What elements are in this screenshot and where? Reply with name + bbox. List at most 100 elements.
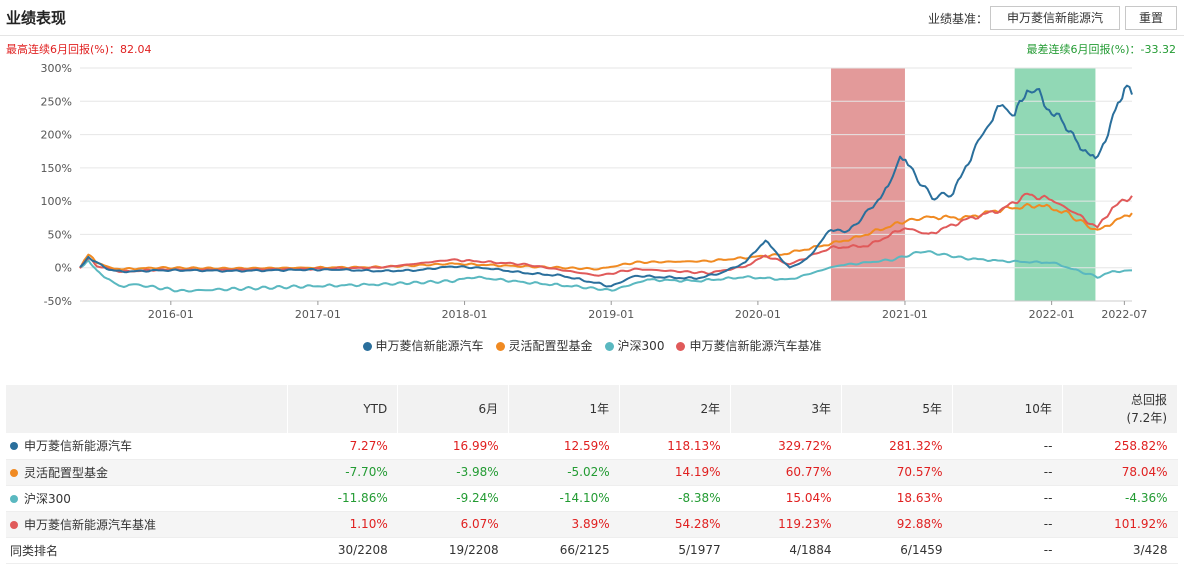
x-tick-label: 2018-01 <box>442 308 488 321</box>
table-cell: 70.57% <box>841 459 953 486</box>
table-cell: 92.88% <box>841 511 953 538</box>
column-header: 2年 <box>619 385 732 433</box>
table-cell: -- <box>952 433 1063 460</box>
legend-item-hs300[interactable]: 沪深300 <box>604 337 665 354</box>
y-tick-label: 100% <box>41 195 72 208</box>
table-cell: 6.07% <box>397 511 509 538</box>
table-cell: 12.59% <box>508 433 620 460</box>
table-cell: -- <box>952 511 1063 538</box>
row-dot-icon <box>10 520 18 529</box>
x-tick-label: 2020-01 <box>735 308 781 321</box>
benchmark-label: 业绩基准： <box>927 12 988 26</box>
y-tick-label: 300% <box>41 62 72 75</box>
table-cell: 119.23% <box>730 511 842 538</box>
legend-label: 灵活配置型基金 <box>508 339 593 353</box>
table-row: 申万菱信新能源汽车 7.27% 16.99% 12.59% 118.13% 329.72%… <box>6 433 1178 460</box>
series-line-fund <box>79 84 1133 288</box>
table-cell: 66/2125 <box>508 537 620 564</box>
x-tick-label: 2019-01 <box>588 308 634 321</box>
table-cell: 5/1977 <box>619 537 731 564</box>
table-cell: 118.13% <box>619 433 731 460</box>
x-tick-label: 2017-01 <box>295 308 341 321</box>
legend-label: 沪深300 <box>617 339 665 353</box>
table-cell: 1.10% <box>287 511 398 538</box>
table-row: 沪深300 -11.86% -9.24% -14.10% -8.38% 15.04% 18.… <box>6 485 1178 512</box>
benchmark-select[interactable]: 申万菱信新能源汽 <box>990 6 1120 30</box>
series-line-flex <box>79 202 1133 271</box>
x-tick-label: 2022-07 <box>1101 308 1147 321</box>
table-cell: -11.86% <box>287 485 398 512</box>
column-header <box>6 385 289 433</box>
table-cell: -- <box>952 459 1063 486</box>
performance-chart[interactable]: 300% 250% 200% 150% 100% 50% 0% -50% 2016-01 2017… <box>0 56 1184 331</box>
table-cell: 19/2208 <box>397 537 509 564</box>
row-name: 申万菱信新能源汽车基准 <box>6 511 288 538</box>
table-cell: 281.32% <box>841 433 953 460</box>
legend-dot-icon <box>604 342 614 351</box>
table-cell: -9.24% <box>397 485 509 512</box>
row-dot-icon <box>10 494 18 503</box>
table-cell: -3.98% <box>397 459 509 486</box>
table-cell: 6/1459 <box>841 537 953 564</box>
legend-label: 申万菱信新能源汽车 <box>375 339 484 353</box>
column-header: YTD <box>287 385 399 433</box>
table-cell: 14.19% <box>619 459 731 486</box>
table-cell: -8.38% <box>619 485 731 512</box>
table-cell: 258.82% <box>1062 433 1178 460</box>
legend-dot-icon <box>362 342 372 351</box>
rank-row: 同类排名 30/2208 19/2208 66/2125 5/1977 4/1884 6/1… <box>6 537 1178 564</box>
x-tick-label: 2021-01 <box>882 308 928 321</box>
legend-dot-icon <box>676 342 686 351</box>
y-tick-label: 200% <box>41 129 72 142</box>
table-cell: -- <box>952 485 1063 512</box>
column-header: 6月 <box>397 385 510 433</box>
table-cell: 3/428 <box>1062 537 1178 564</box>
row-name: 灵活配置型基金 <box>6 459 288 486</box>
table-cell: 101.92% <box>1062 511 1178 538</box>
row-dot-icon <box>10 468 18 477</box>
x-tick-label: 2022-01 <box>1029 308 1075 321</box>
x-tick-label: 2016-01 <box>148 308 194 321</box>
table-cell: -7.70% <box>287 459 398 486</box>
table-cell: -- <box>952 537 1063 564</box>
row-name: 申万菱信新能源汽车 <box>6 433 288 460</box>
table-row: 灵活配置型基金 -7.70% -3.98% -5.02% 14.19% 60.77% 70.… <box>6 459 1178 486</box>
table-cell: 7.27% <box>287 433 398 460</box>
legend-dot-icon <box>495 342 505 351</box>
reset-button[interactable]: 重置 <box>1125 6 1177 30</box>
column-header: 10年 <box>952 385 1063 433</box>
table-cell: 18.63% <box>841 485 953 512</box>
table-cell: 54.28% <box>619 511 731 538</box>
table-cell: 16.99% <box>397 433 509 460</box>
table-cell: 15.04% <box>730 485 842 512</box>
y-tick-label: 0% <box>55 262 72 275</box>
worst-period-band <box>1014 68 1096 301</box>
page-title: 业绩表现 <box>6 9 67 27</box>
table-cell: 3.89% <box>508 511 620 538</box>
table-cell: -14.10% <box>508 485 620 512</box>
worst-6m-return: 最差连续6月回报(%)：-33.32 <box>1026 43 1177 56</box>
y-tick-label: 150% <box>41 162 72 175</box>
column-header: 3年 <box>730 385 843 433</box>
table-header-row: YTD 6月 1年 2年 3年 5年 10年 总回报 (7.2年) <box>6 385 1179 433</box>
y-tick-label: 250% <box>41 95 72 108</box>
row-dot-icon <box>10 442 18 451</box>
legend-item-bench[interactable]: 申万菱信新能源汽车基准 <box>676 337 821 354</box>
table-cell: 4/1884 <box>730 537 842 564</box>
table-cell: -4.36% <box>1062 485 1178 512</box>
column-header: 5年 <box>841 385 953 433</box>
table-cell: 60.77% <box>730 459 842 486</box>
table-cell: 30/2208 <box>287 537 398 564</box>
row-name: 沪深300 <box>6 485 288 512</box>
table-cell: -5.02% <box>508 459 620 486</box>
chart-legend: 申万菱信新能源汽车 灵活配置型基金 沪深300 申万菱信新能源汽车基准 <box>0 337 1184 354</box>
y-tick-label: -50% <box>44 295 72 308</box>
legend-item-fund[interactable]: 申万菱信新能源汽车 <box>362 337 484 354</box>
table-cell: 329.72% <box>730 433 842 460</box>
legend-label: 申万菱信新能源汽车基准 <box>689 339 822 353</box>
column-header: 1年 <box>508 385 621 433</box>
y-tick-label: 50% <box>48 228 72 241</box>
table-row: 申万菱信新能源汽车基准 1.10% 6.07% 3.89% 54.28% 119.23% 9… <box>6 511 1178 538</box>
column-header: 总回报 (7.2年) <box>1062 385 1179 433</box>
legend-item-flex[interactable]: 灵活配置型基金 <box>495 337 593 354</box>
